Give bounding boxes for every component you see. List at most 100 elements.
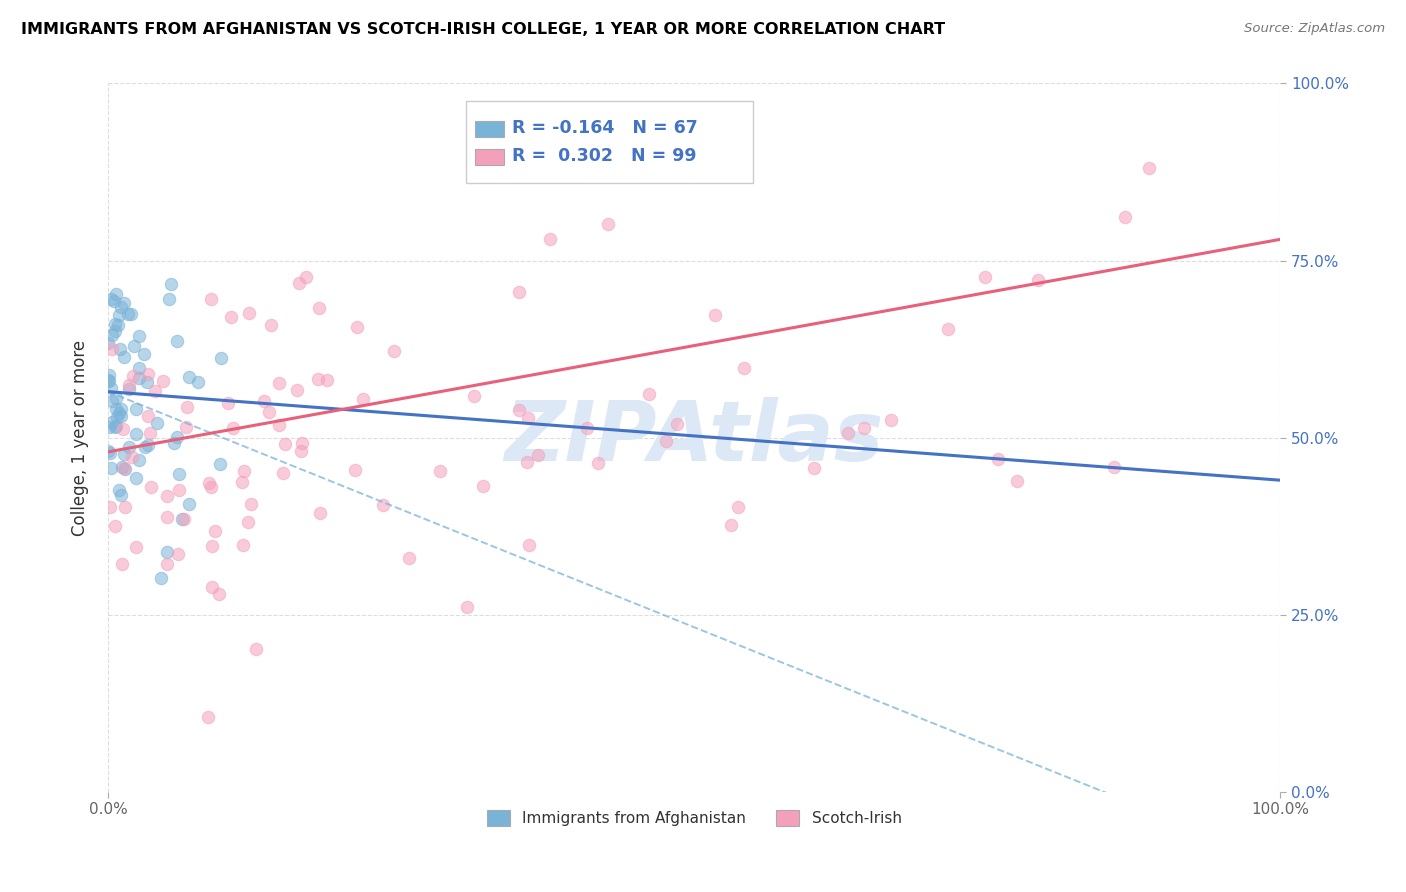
Point	[291, 436, 314, 450]
Point	[232, 538, 254, 552]
Point	[118, 440, 141, 454]
Text: IMMIGRANTS FROM AFGHANISTAN VS SCOTCH-IRISH COLLEGE, 1 YEAR OR MORE CORRELATION : IMMIGRANTS FROM AFGHANISTAN VS SCOTCH-IR…	[21, 22, 945, 37]
Point	[163, 435, 186, 450]
Point	[110, 401, 132, 416]
Point	[173, 512, 195, 526]
Text: R = -0.164   N = 67: R = -0.164 N = 67	[512, 119, 699, 137]
Point	[112, 350, 135, 364]
Point	[170, 511, 193, 525]
Point	[217, 395, 239, 409]
Point	[132, 346, 155, 360]
Point	[121, 307, 143, 321]
Point	[308, 301, 330, 315]
Point	[879, 413, 901, 427]
Point	[176, 400, 198, 414]
Point	[343, 463, 366, 477]
Point	[111, 459, 134, 474]
Point	[145, 417, 167, 431]
Point	[208, 587, 231, 601]
Point	[97, 368, 120, 383]
Point	[260, 318, 283, 332]
Point	[253, 393, 276, 408]
Point	[238, 306, 260, 320]
Point	[271, 467, 294, 481]
Point	[352, 392, 374, 407]
Point	[209, 457, 232, 471]
Point	[201, 580, 224, 594]
Point	[118, 378, 141, 392]
Point	[576, 420, 599, 434]
Point	[156, 557, 179, 571]
Legend: Immigrants from Afghanistan, Scotch-Irish: Immigrants from Afghanistan, Scotch-Iris…	[479, 803, 910, 834]
Point	[288, 276, 311, 290]
Point	[100, 292, 122, 306]
Point	[274, 437, 297, 451]
Point	[267, 417, 290, 432]
Point	[110, 301, 132, 315]
Point	[1114, 210, 1136, 224]
Point	[517, 538, 540, 552]
Point	[128, 452, 150, 467]
Point	[136, 409, 159, 424]
Point	[307, 372, 329, 386]
Point	[100, 328, 122, 343]
Point	[104, 418, 127, 433]
Point	[104, 317, 127, 331]
Point	[596, 217, 619, 231]
Point	[703, 308, 725, 322]
Point	[100, 342, 122, 356]
Text: Source: ZipAtlas.com: Source: ZipAtlas.com	[1244, 22, 1385, 36]
Point	[526, 448, 548, 462]
Point	[177, 497, 200, 511]
Point	[295, 269, 318, 284]
Point	[114, 462, 136, 476]
Point	[398, 550, 420, 565]
Point	[110, 409, 132, 424]
Point	[1005, 474, 1028, 488]
Point	[134, 440, 156, 454]
Point	[852, 421, 875, 435]
Point	[125, 426, 148, 441]
Point	[974, 269, 997, 284]
Point	[128, 370, 150, 384]
Point	[166, 334, 188, 348]
Point	[136, 367, 159, 381]
Point	[1102, 459, 1125, 474]
Point	[104, 518, 127, 533]
Point	[139, 425, 162, 440]
Point	[100, 393, 122, 408]
Point	[508, 403, 530, 417]
Point	[655, 434, 678, 448]
Point	[98, 500, 121, 515]
Point	[167, 483, 190, 497]
Point	[101, 415, 124, 429]
Point	[136, 375, 159, 389]
Point	[204, 524, 226, 539]
Point	[236, 515, 259, 529]
Point	[160, 277, 183, 292]
Point	[112, 296, 135, 310]
Point	[198, 475, 221, 490]
Point	[104, 419, 127, 434]
Point	[200, 292, 222, 306]
Point	[177, 370, 200, 384]
Point	[157, 293, 180, 307]
Point	[118, 383, 141, 397]
Point	[105, 409, 128, 424]
Point	[734, 360, 756, 375]
Point	[209, 351, 232, 365]
Point	[152, 374, 174, 388]
Point	[586, 456, 609, 470]
Point	[837, 425, 859, 440]
Point	[104, 324, 127, 338]
Point	[803, 461, 825, 475]
Point	[108, 483, 131, 497]
FancyBboxPatch shape	[475, 149, 505, 165]
Point	[155, 544, 177, 558]
Point	[382, 344, 405, 359]
Point	[111, 422, 134, 436]
Point	[200, 480, 222, 494]
Point	[125, 471, 148, 485]
Point	[316, 373, 339, 387]
Point	[456, 600, 478, 615]
